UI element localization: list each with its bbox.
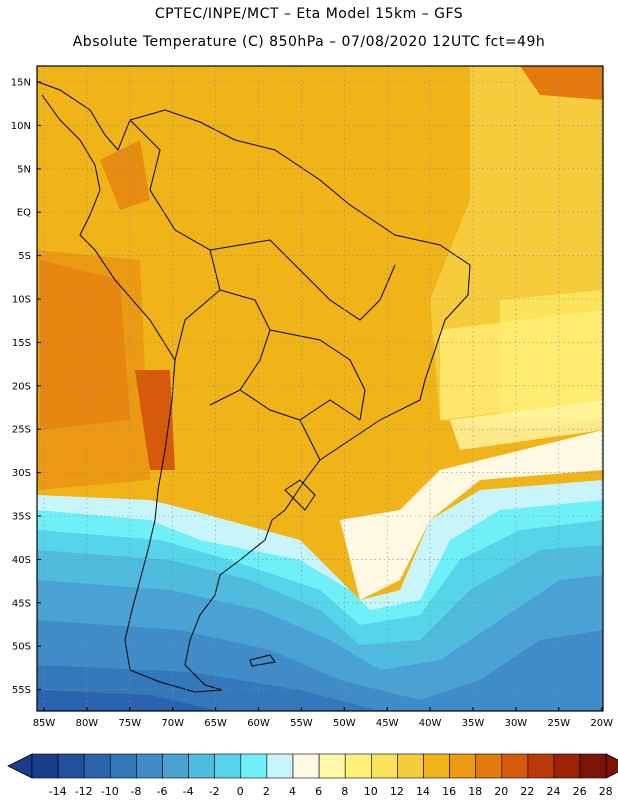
lat-tick-label: 45S — [12, 598, 31, 609]
colorbar-swatch — [240, 753, 268, 779]
lat-tick-label: 40S — [12, 555, 31, 566]
colorbar-label: 8 — [341, 785, 348, 798]
colorbar-swatch — [162, 753, 189, 779]
colorbar-swatch — [292, 753, 320, 779]
colorbar-label: 2 — [263, 785, 270, 798]
lon-tick-label: 80W — [76, 718, 99, 729]
colorbar-label: 24 — [547, 785, 561, 798]
lon-tick-label: 65W — [204, 718, 227, 729]
lat-tick-label: 30S — [12, 468, 31, 479]
temperature-field — [37, 66, 603, 711]
lat-tick-label: 55S — [12, 685, 31, 696]
colorbar-label: 16 — [442, 785, 456, 798]
lat-tick-label: 5N — [17, 164, 31, 175]
colorbar-swatch — [83, 753, 111, 779]
lat-tick-label: 50S — [12, 642, 31, 653]
lon-tick-label: 35W — [462, 718, 485, 729]
lon-tick-label: 50W — [333, 718, 356, 729]
lat-tick-label: EQ — [17, 208, 31, 219]
colorbar-swatch — [110, 753, 137, 779]
longitude-axis: 85W 80W 75W 70W 65W 60W 55W 50W 45W 40W 35W 30W 25W 2… — [33, 707, 613, 729]
map-frame — [36, 65, 604, 712]
map-title-line2: Absolute Temperature (C) 850hPa – 07/08/… — [72, 34, 546, 50]
colorbar-swatch — [318, 753, 346, 779]
colorbar-swatch — [188, 753, 216, 779]
colorbar-label: 12 — [390, 785, 404, 798]
lon-tick-label: 20W — [590, 718, 613, 729]
colorbar-label: -8 — [130, 785, 141, 798]
colorbar-swatch — [423, 753, 450, 779]
latitude-axis: 15N 10N 5N EQ 5S 10S 15S 20S 25S 30S 35S 40S 45S 50S 5… — [11, 78, 41, 696]
coastline-outline — [37, 81, 471, 693]
colorbar-swatch — [214, 753, 242, 779]
lat-tick-label: 35S — [12, 512, 31, 523]
colorbar-label: 22 — [520, 785, 534, 798]
colorbar-label: 28 — [599, 785, 613, 798]
colorbar-swatch — [57, 753, 85, 779]
colorbar-label: 10 — [364, 785, 378, 798]
colorbar-label: -6 — [157, 785, 168, 798]
lat-tick-label: 20S — [12, 381, 31, 392]
lat-tick-label: 5S — [18, 251, 31, 262]
colorbar-swatch — [370, 753, 398, 779]
colorbar-label: -2 — [209, 785, 220, 798]
lat-tick-label: 10S — [12, 295, 31, 306]
lon-tick-label: 70W — [161, 718, 184, 729]
lat-tick-label: 15N — [11, 78, 31, 89]
colorbar-swatch — [553, 753, 581, 779]
colorbar-swatch — [31, 753, 59, 779]
colorbar-label: 18 — [468, 785, 482, 798]
colorbar-label: -4 — [183, 785, 194, 798]
lat-tick-label: 25S — [12, 425, 31, 436]
map-title-line1: CPTEC/INPE/MCT – Eta Model 15km – GFS — [154, 6, 464, 22]
lat-tick-label: 10N — [11, 121, 31, 132]
colorbar-label: -14 — [49, 785, 67, 798]
lon-tick-label: 40W — [419, 718, 442, 729]
colorbar-swatch — [266, 753, 294, 779]
lon-tick-label: 45W — [376, 718, 399, 729]
colorbar-label: -10 — [101, 785, 119, 798]
colorbar-swatch — [449, 753, 477, 779]
colorbar-swatch — [136, 753, 163, 779]
colorbar: -14 -12 -10 -8 -6 -4 -2 0 2 4 6 8 10 12 14 16 18 20 22 24 26… — [7, 753, 618, 798]
lon-tick-label: 85W — [33, 718, 56, 729]
colorbar-swatch — [501, 753, 529, 779]
colorbar-swatch — [475, 753, 503, 779]
lat-tick-label: 15S — [12, 338, 31, 349]
lon-tick-label: 25W — [547, 718, 570, 729]
colorbar-swatch — [579, 753, 607, 779]
colorbar-label: 0 — [237, 785, 244, 798]
colorbar-label: 4 — [289, 785, 296, 798]
colorbar-label: -12 — [75, 785, 93, 798]
colorbar-label: 20 — [494, 785, 508, 798]
colorbar-label: 6 — [315, 785, 322, 798]
lon-tick-label: 75W — [118, 718, 141, 729]
colorbar-label: 14 — [416, 785, 430, 798]
colorbar-swatch — [397, 753, 424, 779]
colorbar-high-arrow — [605, 753, 618, 779]
lon-tick-label: 55W — [290, 718, 313, 729]
colorbar-label: 26 — [573, 785, 587, 798]
lon-tick-label: 60W — [247, 718, 270, 729]
colorbar-swatch — [527, 753, 555, 779]
lon-tick-label: 30W — [505, 718, 528, 729]
colorbar-low-arrow — [7, 753, 33, 779]
colorbar-swatch — [344, 753, 372, 779]
